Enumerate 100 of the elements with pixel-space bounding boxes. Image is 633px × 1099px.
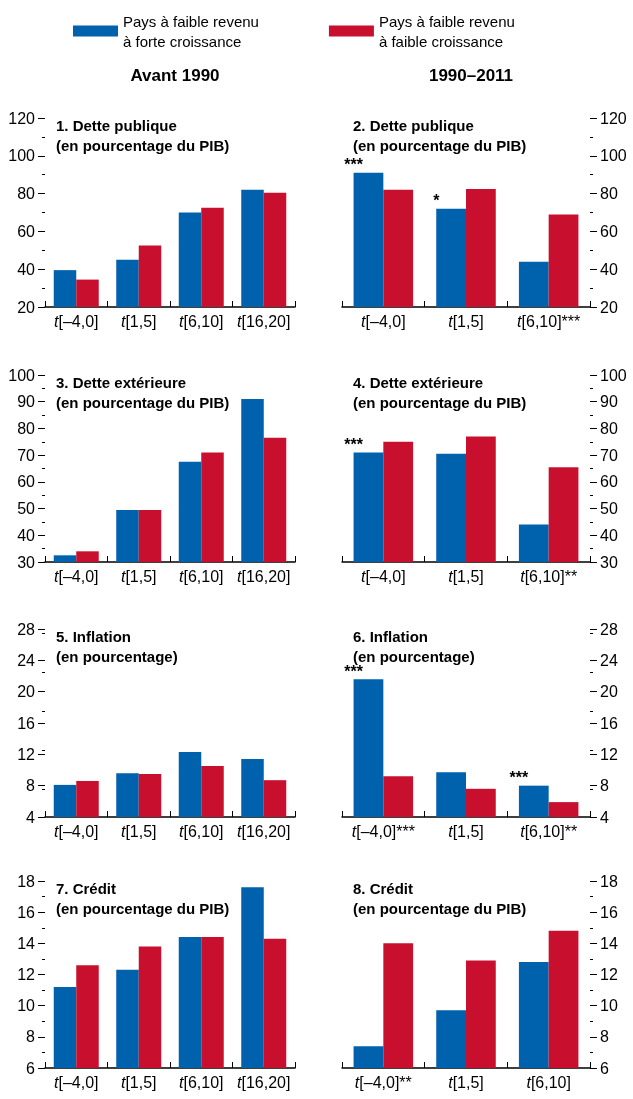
y-tick-label: 24 [17, 651, 36, 669]
chart-subtitle: Avant 1990 [130, 66, 220, 85]
text: 2. Dette publique (en pourcentage du PIB) [353, 116, 527, 154]
y-tick-label: 8 [26, 777, 36, 795]
y-tick-label: 8 [26, 1028, 36, 1046]
x-tick-label: t[16,20] [237, 822, 291, 840]
x-tick-label: t[1,5] [120, 567, 157, 585]
annotation: *** [344, 156, 364, 174]
x-tick-label: t[1,5] [120, 1073, 157, 1091]
x-tick-label: t[16,20] [237, 312, 291, 330]
y-tick-label: 60 [17, 473, 36, 491]
y-tick-label: 4 [600, 808, 609, 826]
annotation: *** [509, 769, 530, 787]
text: 5. Inflation (en pourcentage) [56, 627, 178, 665]
x-tick-label: t[1,5] [448, 1073, 484, 1091]
x-tick-label: t[–4,0] [361, 567, 406, 585]
y-tick-label: 60 [600, 222, 618, 240]
y-tick-label: 30 [600, 553, 618, 571]
y-tick-label: 100 [600, 366, 627, 384]
y-tick-label: 18 [600, 872, 618, 890]
y-tick-label: 30 [17, 553, 36, 571]
x-tick-label: t[16,20] [237, 567, 291, 585]
y-tick-label: 20 [17, 683, 36, 701]
y-tick-label: 6 [600, 1059, 609, 1077]
y-tick-label: 60 [17, 222, 36, 240]
x-tick-label: t[1,5] [448, 567, 484, 585]
y-tick-label: 16 [17, 903, 36, 921]
y-tick-label: 100 [8, 366, 36, 384]
x-tick-label: t[16,20] [237, 1073, 291, 1091]
y-tick-label: 90 [17, 393, 36, 411]
x-tick-label: t[–4,0] [54, 312, 99, 330]
text: 1. Dette publique (en pourcentage du PIB) [56, 116, 230, 154]
y-tick-label: 70 [17, 446, 36, 464]
y-tick-label: 40 [600, 260, 618, 278]
x-tick-label: t[–4,0] [54, 567, 99, 585]
x-tick-label: t[6,10]** [520, 567, 578, 585]
x-tick-label: t[–4,0]*** [351, 822, 415, 840]
y-tick-label: 14 [17, 934, 36, 952]
x-tick-label: t[6,10] [179, 312, 224, 330]
y-tick-label: 16 [600, 714, 618, 732]
y-tick-label: 100 [600, 147, 627, 165]
y-tick-label: 28 [17, 620, 36, 638]
y-tick-label: 24 [600, 651, 618, 669]
y-tick-label: 60 [600, 473, 618, 491]
y-tick-label: 8 [600, 1028, 609, 1046]
y-tick-label: 20 [17, 298, 36, 316]
y-tick-label: 8 [600, 777, 609, 795]
x-tick-label: t[–4,0] [54, 1073, 99, 1091]
y-tick-label: 4 [26, 808, 36, 826]
text: 8. Crédit (en pourcentage du PIB) [353, 879, 527, 917]
x-tick-label: t[1,5] [448, 312, 484, 330]
annotation: * [433, 192, 441, 210]
y-tick-label: 12 [600, 966, 618, 983]
legend-label: Pays à faible revenu à forte croissance [123, 12, 259, 50]
annotation: *** [344, 435, 364, 453]
y-tick-label: 10 [17, 997, 36, 1015]
y-tick-label: 100 [8, 147, 36, 165]
y-tick-label: 16 [600, 903, 618, 921]
y-tick-label: 40 [17, 260, 36, 278]
x-tick-label: t[6,10] [179, 822, 224, 840]
y-tick-label: 80 [17, 185, 36, 203]
y-tick-label: 28 [600, 620, 618, 638]
y-tick-label: 50 [600, 500, 618, 518]
y-tick-label: 90 [600, 393, 618, 411]
x-tick-label: t[–4,0] [54, 822, 99, 840]
x-tick-label: t[1,5] [120, 822, 157, 840]
x-tick-label: t[6,10] [179, 567, 224, 585]
x-tick-label: t[1,5] [448, 822, 484, 840]
y-tick-label: 12 [17, 745, 36, 763]
x-tick-label: t[6,10]** [520, 822, 578, 840]
text: 7. Crédit (en pourcentage du PIB) [56, 879, 230, 917]
x-tick-label: t[–4,0] [361, 312, 406, 330]
y-tick-label: 70 [600, 446, 618, 464]
text: 4. Dette extérieure (en pourcentage du PIB) [353, 373, 527, 411]
y-tick-label: 20 [600, 683, 618, 701]
y-tick-label: 120 [8, 109, 36, 127]
text: 6. Inflation (en pourcentage) [353, 627, 475, 665]
y-tick-label: 12 [17, 966, 36, 983]
chart-subtitle: 1990–2011 [428, 66, 514, 85]
x-tick-label: t[1,5] [120, 312, 157, 330]
y-tick-label: 80 [17, 419, 36, 437]
y-tick-label: 16 [17, 714, 36, 732]
y-tick-label: 6 [26, 1059, 36, 1077]
y-tick-label: 20 [600, 298, 618, 316]
y-tick-label: 12 [600, 745, 618, 763]
y-tick-label: 40 [17, 526, 36, 544]
x-tick-label: t[6,10] [179, 1073, 224, 1091]
x-tick-label: t[6,10] [526, 1073, 571, 1091]
x-tick-label: t[–4,0]** [354, 1073, 412, 1091]
y-tick-label: 10 [600, 997, 618, 1015]
y-tick-label: 80 [600, 419, 618, 437]
text: 3. Dette extérieure (en pourcentage du PIB) [56, 373, 230, 411]
y-tick-label: 18 [17, 872, 36, 890]
legend-label: Pays à faible revenu à faible croissance [378, 12, 515, 50]
y-tick-label: 80 [600, 185, 618, 203]
y-tick-label: 120 [600, 109, 627, 127]
y-tick-label: 50 [17, 500, 36, 518]
y-tick-label: 40 [600, 526, 618, 544]
x-tick-label: t[6,10]*** [517, 312, 581, 330]
y-tick-label: 14 [600, 934, 618, 952]
